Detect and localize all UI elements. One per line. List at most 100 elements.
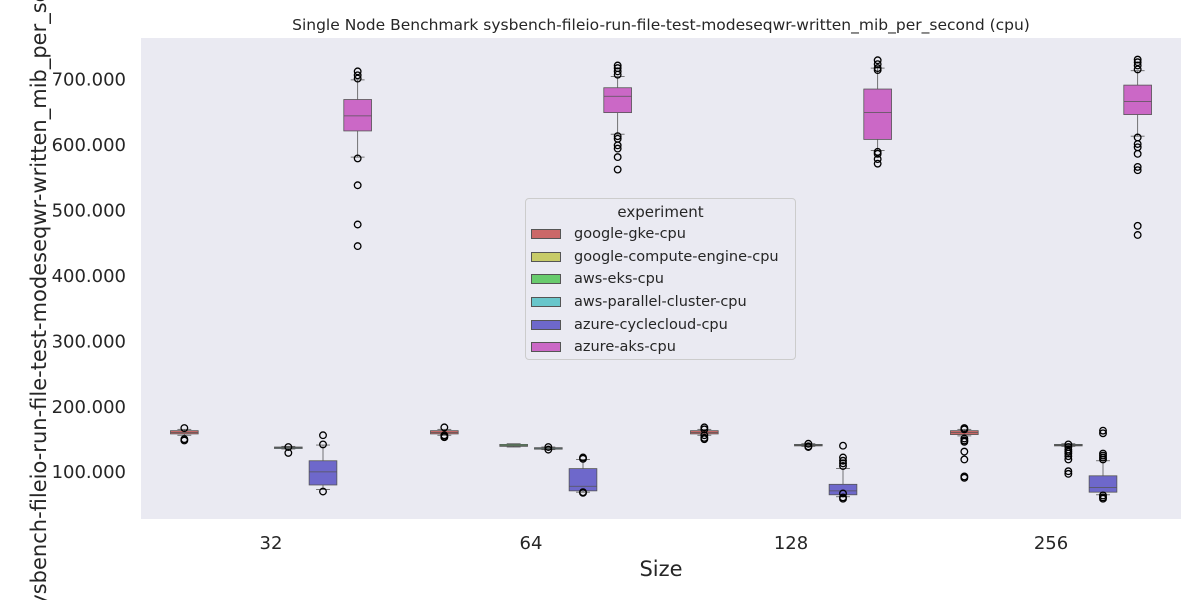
legend-item: aws-parallel-cluster-cpu: [526, 291, 795, 314]
box-iqr: [343, 99, 372, 132]
y-tick-label: 100.000: [52, 462, 126, 483]
outlier-point: [1133, 231, 1142, 239]
outlier-point: [440, 423, 449, 432]
legend-label: google-gke-cpu: [574, 226, 686, 243]
outlier-point: [353, 181, 362, 190]
outlier-point: [1133, 55, 1142, 64]
outlier-point: [960, 455, 969, 464]
outlier-point: [873, 149, 882, 158]
outlier-point: [353, 154, 362, 163]
outlier-point: [1133, 221, 1142, 230]
outlier-point: [613, 61, 622, 70]
outlier-point: [873, 66, 882, 75]
outlier-point: [839, 462, 847, 470]
legend-label: google-compute-engine-cpu: [574, 248, 779, 265]
box-google-gke-cpu-128: [690, 423, 719, 444]
outlier-point: [1099, 455, 1107, 464]
y-tick-label: 300.000: [52, 331, 126, 352]
outlier-point: [1064, 449, 1073, 458]
box-iqr: [603, 87, 632, 114]
y-tick-label: 600.000: [52, 135, 126, 156]
y-tick-label: 400.000: [52, 266, 126, 287]
legend-swatch: [531, 342, 561, 353]
box-aws-parallel-cluster-cpu-128: [794, 439, 823, 451]
outlier-point: [839, 494, 847, 503]
box-azure-aks-cpu-256: [1123, 55, 1152, 239]
box-aws-parallel-cluster-cpu-256: [1054, 440, 1083, 478]
y-tick-label: 700.000: [52, 70, 126, 91]
legend-item: aws-eks-cpu: [526, 268, 795, 291]
x-axis-label: Size: [639, 557, 682, 581]
box-azure-cyclecloud-cpu-128: [828, 441, 858, 503]
outlier-point: [1133, 166, 1142, 175]
box-iqr: [863, 88, 892, 140]
legend-label: aws-parallel-cluster-cpu: [574, 294, 747, 311]
legend-label: azure-aks-cpu: [574, 339, 676, 356]
y-axis-label: sysbench-fileio-run-file-test-modeseqwr-…: [27, 0, 52, 600]
outlier-point: [319, 440, 327, 449]
outlier-point: [613, 70, 622, 79]
boxes-layer: [170, 55, 1152, 503]
box-aws-parallel-cluster-cpu-64: [534, 443, 563, 454]
outlier-point: [319, 487, 327, 496]
outlier-point: [839, 453, 847, 462]
box-azure-cyclecloud-cpu-64: [568, 453, 598, 497]
outlier-point: [960, 473, 969, 482]
y-tick-label: 500.000: [52, 200, 126, 221]
outlier-point: [579, 488, 587, 497]
outlier-point: [1099, 494, 1107, 503]
chart-title: Single Node Benchmark sysbench-fileio-ru…: [292, 16, 1030, 35]
outlier-point: [873, 60, 882, 69]
box-azure-aks-cpu-64: [603, 61, 632, 174]
legend-swatch: [531, 229, 561, 240]
outlier-point: [319, 431, 327, 440]
outlier-point: [1099, 429, 1107, 438]
outlier-point: [804, 439, 813, 448]
outlier-point: [873, 155, 882, 164]
legend-label: azure-cyclecloud-cpu: [574, 316, 728, 333]
legend-item: google-compute-engine-cpu: [526, 246, 795, 269]
x-ticks: 32 64 128 256: [260, 533, 1069, 554]
box-iqr: [1123, 84, 1152, 115]
outlier-point: [613, 153, 622, 162]
outlier-point: [284, 443, 293, 451]
outlier-point: [1099, 426, 1107, 435]
box-aws-eks-cpu-64: [499, 443, 528, 448]
outlier-point: [1133, 162, 1142, 171]
outlier-point: [1064, 455, 1073, 464]
box-azure-cyclecloud-cpu-256: [1088, 426, 1118, 503]
outlier-point: [544, 443, 553, 451]
legend: experiment google-gke-cpu google-compute-…: [525, 198, 796, 360]
legend-title: experiment: [617, 203, 704, 221]
y-ticks: 100.000 200.000 300.000 400.000 500.000 600.0…: [52, 70, 126, 484]
outlier-point: [613, 165, 622, 174]
y-tick-label: 200.000: [52, 397, 126, 418]
outlier-point: [960, 447, 969, 456]
box-iqr: [308, 460, 338, 486]
outlier-point: [700, 431, 709, 440]
box-azure-cyclecloud-cpu-32: [308, 431, 338, 496]
x-tick-label: 256: [1034, 533, 1068, 554]
outlier-point: [839, 456, 847, 465]
box-google-gke-cpu-256: [950, 424, 979, 482]
outlier-point: [180, 424, 189, 432]
legend-label: aws-eks-cpu: [574, 271, 665, 288]
outlier-point: [873, 56, 882, 65]
outlier-point: [613, 144, 622, 153]
legend-swatch: [531, 297, 561, 308]
outlier-point: [700, 425, 709, 434]
x-tick-label: 64: [520, 533, 543, 554]
outlier-point: [839, 489, 847, 498]
outlier-point: [1133, 65, 1142, 74]
outlier-point: [700, 435, 709, 444]
outlier-point: [440, 433, 449, 442]
legend-item: google-gke-cpu: [526, 223, 795, 246]
outlier-point: [804, 443, 813, 451]
outlier-point: [839, 459, 847, 468]
legend-swatch: [531, 251, 561, 262]
box-iqr: [1088, 475, 1118, 493]
outlier-point: [353, 242, 362, 251]
outlier-point: [1064, 467, 1073, 476]
legend-swatch: [531, 274, 561, 285]
outlier-point: [1133, 149, 1142, 158]
